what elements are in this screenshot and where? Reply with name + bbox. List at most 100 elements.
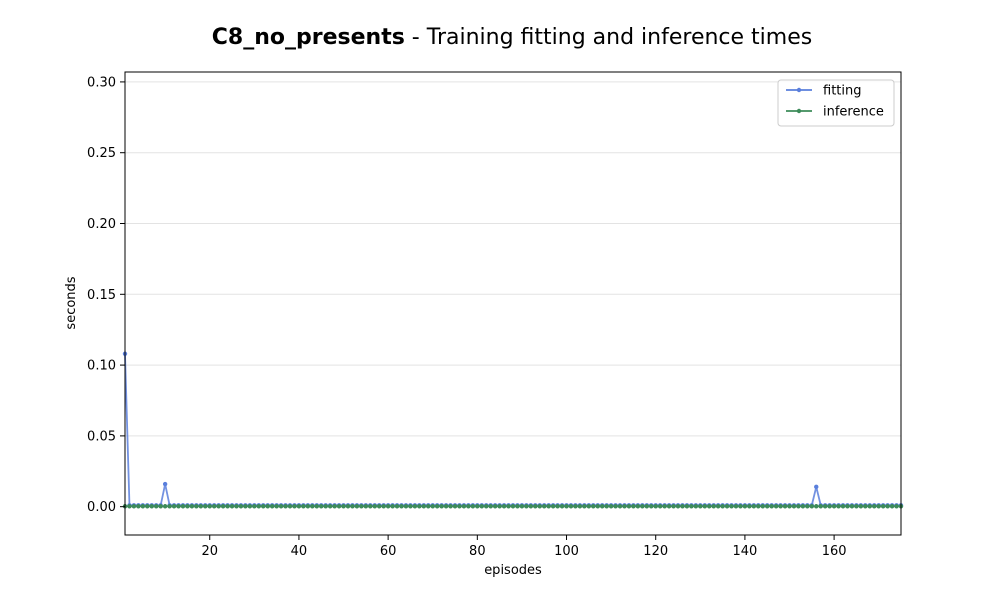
plot-area xyxy=(122,351,904,509)
data-point-inference xyxy=(443,504,449,509)
data-point-inference xyxy=(591,504,596,509)
data-point-inference xyxy=(858,504,864,509)
data-point-inference xyxy=(145,504,150,509)
data-point-inference xyxy=(292,504,297,509)
data-point-inference xyxy=(822,504,828,509)
data-point-inference xyxy=(421,504,426,509)
data-point-inference xyxy=(466,504,471,509)
data-point-inference xyxy=(225,504,230,509)
data-point-inference xyxy=(689,504,694,509)
data-point-inference xyxy=(301,504,306,509)
data-point-inference xyxy=(488,504,493,509)
data-point-inference xyxy=(198,504,204,509)
data-point-inference xyxy=(666,504,672,509)
data-point-inference xyxy=(372,504,377,509)
data-point-inference xyxy=(426,504,431,509)
data-point-inference xyxy=(765,504,770,509)
data-point-inference xyxy=(265,504,270,509)
x-axis-ticks: 20 40 60 80 100 120 140 160 xyxy=(201,535,847,559)
data-point-inference xyxy=(171,504,177,509)
data-point-inference xyxy=(359,504,364,509)
data-point-inference xyxy=(510,504,516,509)
data-point-inference xyxy=(394,504,400,509)
data-point-inference xyxy=(814,504,819,509)
data-point-inference xyxy=(653,504,658,509)
chart-title-bold: C8_no_presents xyxy=(212,25,405,50)
data-point-inference xyxy=(622,504,627,509)
data-point-inference xyxy=(252,504,257,509)
data-point-inference xyxy=(283,504,288,509)
data-point-inference xyxy=(573,504,578,509)
data-point-inference xyxy=(341,504,346,509)
data-point-inference xyxy=(845,504,850,509)
data-point-inference xyxy=(274,504,279,509)
data-point-inference xyxy=(849,504,855,509)
data-point-inference xyxy=(876,504,881,509)
data-point-inference xyxy=(760,504,765,509)
x-tick-label: 80 xyxy=(469,544,486,559)
data-point-inference xyxy=(805,504,810,509)
data-point-inference xyxy=(180,504,186,509)
data-point-inference xyxy=(381,504,386,509)
data-point-inference xyxy=(702,504,707,509)
data-point-inference xyxy=(608,504,614,509)
data-point-inference xyxy=(377,504,382,509)
data-point-inference xyxy=(836,504,841,509)
data-point-inference xyxy=(149,504,154,509)
data-point-inference xyxy=(162,504,168,509)
data-point-inference xyxy=(501,504,507,509)
data-point-inference xyxy=(809,504,814,509)
data-point-inference xyxy=(738,504,743,509)
data-point-inference xyxy=(332,504,337,509)
data-point-inference xyxy=(742,504,748,509)
data-point-inference xyxy=(278,504,284,509)
data-point-inference xyxy=(314,504,319,509)
data-point-inference xyxy=(631,504,636,509)
data-point-inference xyxy=(194,504,199,509)
data-point-inference xyxy=(880,504,886,509)
data-point-inference xyxy=(430,504,435,509)
data-point-inference xyxy=(461,504,467,509)
data-point-inference xyxy=(827,504,832,509)
data-point-inference xyxy=(671,504,676,509)
x-tick-label: 120 xyxy=(643,544,668,559)
y-tick-label: 0.05 xyxy=(87,429,116,444)
x-tick-label: 40 xyxy=(291,544,308,559)
data-point-inference xyxy=(586,504,592,509)
x-axis-label: episodes xyxy=(484,563,542,578)
data-point-inference xyxy=(167,504,172,509)
data-point-inference xyxy=(412,504,418,509)
data-point-inference xyxy=(756,504,761,509)
data-point-inference xyxy=(475,504,480,509)
data-point-inference xyxy=(782,504,788,509)
data-point-inference xyxy=(229,504,235,509)
data-point-inference xyxy=(662,504,667,509)
data-point-inference xyxy=(323,504,328,509)
data-point-inference xyxy=(345,504,351,509)
x-tick-label: 140 xyxy=(732,544,757,559)
data-point-inference xyxy=(470,504,476,509)
data-point-fitting xyxy=(162,481,168,487)
data-point-inference xyxy=(408,504,413,509)
data-point-inference xyxy=(684,504,690,509)
data-point-inference xyxy=(185,504,190,509)
data-point-inference xyxy=(644,504,649,509)
y-axis-ticks: 0.00 0.05 0.10 0.15 0.20 0.25 0.30 xyxy=(87,75,125,515)
data-point-inference xyxy=(243,504,248,509)
data-point-inference xyxy=(582,504,587,509)
data-point-inference xyxy=(528,504,534,509)
data-point-inference xyxy=(613,504,618,509)
data-point-inference xyxy=(434,504,440,509)
data-point-inference xyxy=(872,504,877,509)
y-tick-label: 0.25 xyxy=(87,146,116,161)
data-point-inference xyxy=(399,504,404,509)
data-point-inference xyxy=(724,504,730,509)
data-point-inference xyxy=(550,504,556,509)
data-point-inference xyxy=(350,504,355,509)
data-point-inference xyxy=(220,504,226,509)
data-point-inference xyxy=(127,504,132,509)
data-point-inference xyxy=(600,504,605,509)
chart-title: C8_no_presents - Training fitting and in… xyxy=(212,25,812,50)
x-tick-label: 20 xyxy=(201,544,218,559)
legend-label-fitting: fitting xyxy=(823,84,862,99)
